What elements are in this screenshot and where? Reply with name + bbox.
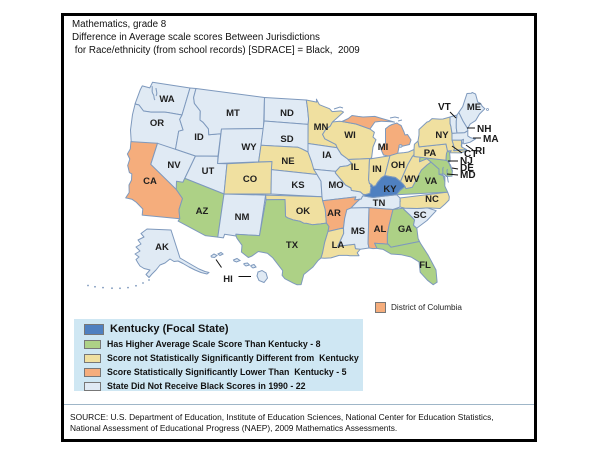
svg-text:MS: MS [351, 226, 365, 237]
svg-text:MD: MD [460, 170, 476, 181]
svg-text:NY: NY [435, 130, 449, 141]
svg-text:CA: CA [143, 176, 157, 187]
svg-text:AK: AK [155, 242, 169, 253]
svg-text:LA: LA [332, 240, 345, 251]
svg-text:NH: NH [477, 124, 491, 135]
svg-text:AR: AR [327, 208, 341, 219]
svg-text:TN: TN [373, 198, 386, 209]
svg-text:IN: IN [372, 164, 382, 175]
svg-text:MO: MO [328, 180, 343, 191]
svg-text:TX: TX [286, 240, 299, 251]
svg-text:NJ: NJ [460, 156, 473, 167]
svg-text:CO: CO [243, 174, 257, 185]
svg-text:WV: WV [404, 174, 420, 185]
svg-text:HI: HI [223, 274, 233, 285]
svg-text:NC: NC [425, 194, 439, 205]
svg-text:SD: SD [280, 134, 293, 145]
svg-text:KS: KS [291, 180, 304, 191]
svg-text:FL: FL [419, 260, 431, 271]
svg-text:WY: WY [241, 142, 257, 153]
svg-text:OH: OH [391, 160, 405, 171]
svg-text:MI: MI [378, 142, 389, 153]
svg-text:MA: MA [483, 134, 499, 145]
svg-text:WI: WI [344, 130, 356, 141]
svg-text:GA: GA [398, 224, 412, 235]
svg-text:NM: NM [235, 212, 250, 223]
svg-text:MT: MT [226, 108, 240, 119]
svg-text:ND: ND [280, 108, 294, 119]
svg-text:CT: CT [464, 149, 477, 160]
svg-text:ME: ME [467, 102, 481, 113]
svg-text:WA: WA [159, 94, 174, 105]
svg-text:MN: MN [314, 122, 329, 133]
svg-text:VA: VA [425, 176, 438, 187]
svg-text:NE: NE [281, 156, 294, 167]
svg-text:IL: IL [351, 162, 360, 173]
svg-text:KY: KY [383, 184, 397, 195]
svg-text:OR: OR [150, 118, 164, 129]
svg-text:RI: RI [475, 146, 485, 157]
svg-text:ID: ID [194, 132, 204, 143]
svg-text:DE: DE [460, 163, 474, 174]
svg-text:PA: PA [424, 148, 437, 159]
svg-text:SC: SC [413, 210, 426, 221]
svg-text:UT: UT [202, 166, 215, 177]
svg-text:IA: IA [322, 150, 332, 161]
svg-text:OK: OK [296, 206, 310, 217]
svg-text:NV: NV [167, 160, 181, 171]
svg-text:AZ: AZ [196, 206, 209, 217]
svg-text:AL: AL [374, 224, 387, 235]
svg-text:VT: VT [438, 102, 451, 113]
